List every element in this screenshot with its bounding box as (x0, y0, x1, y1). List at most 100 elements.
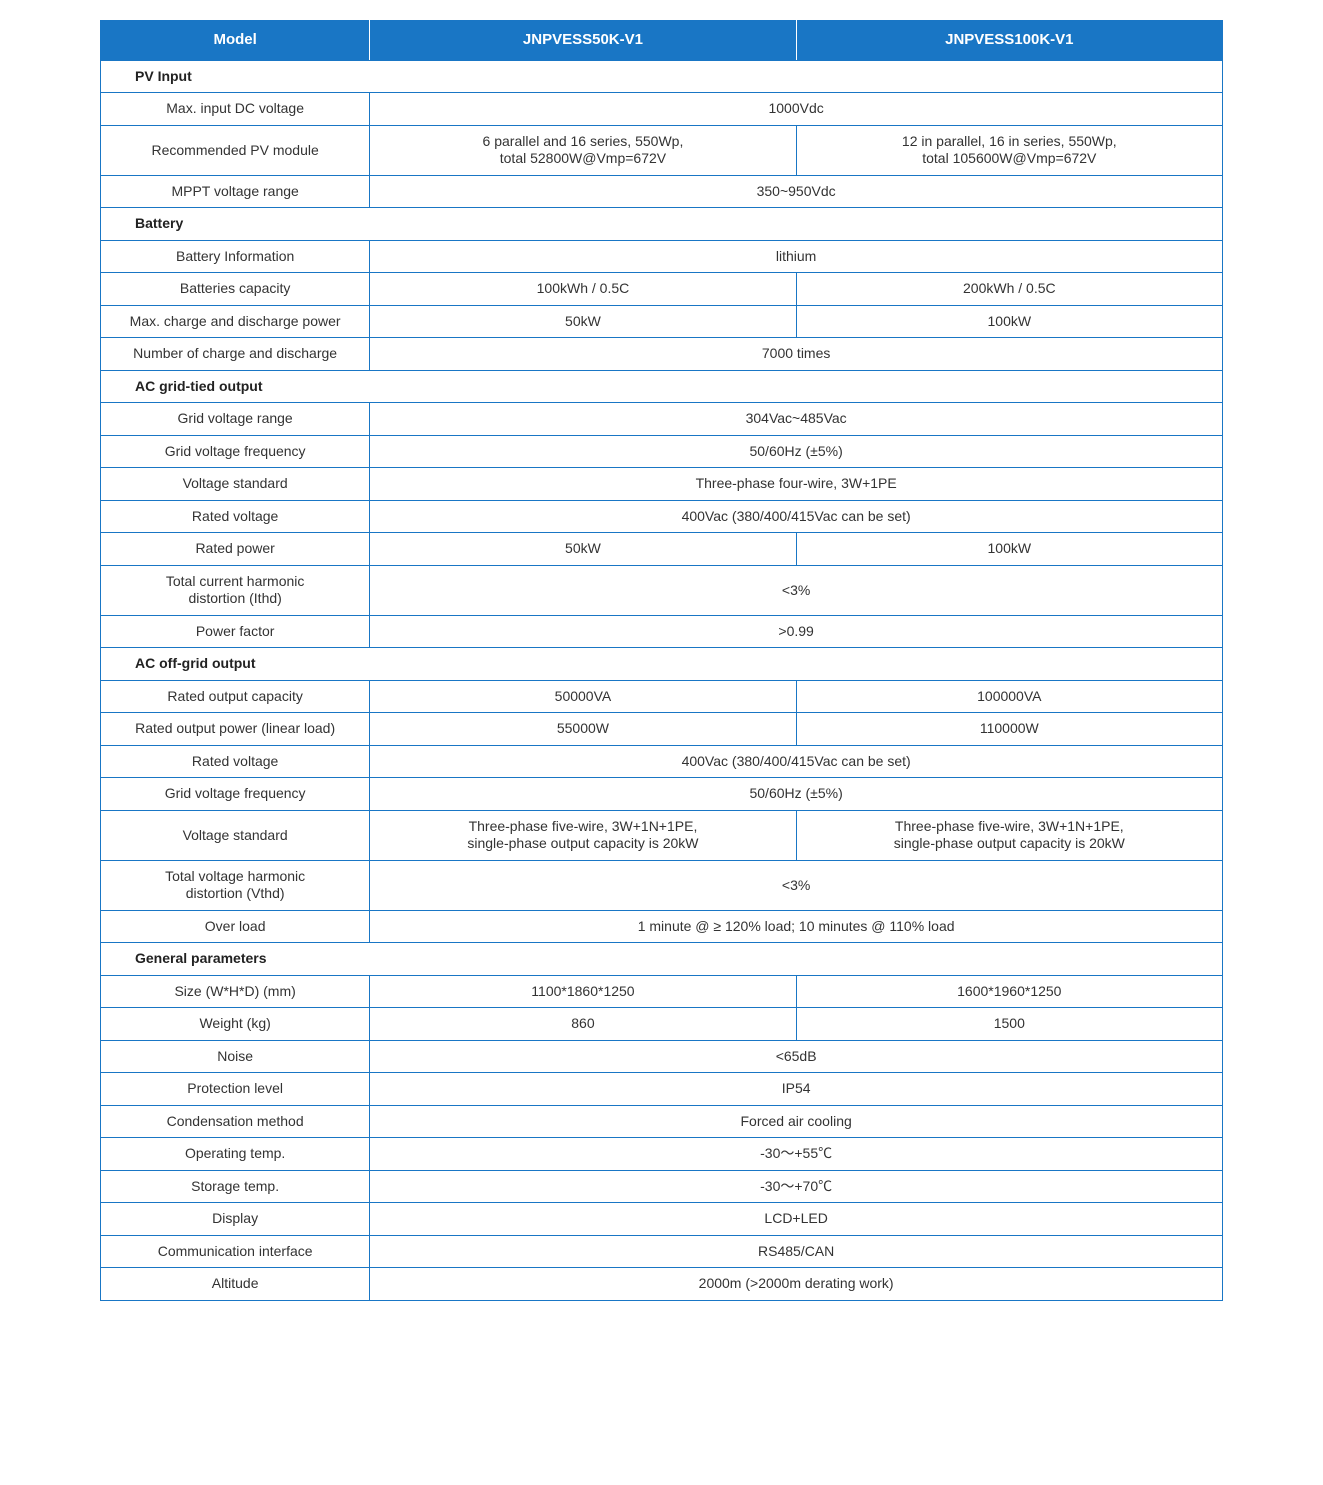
table-row: Rated power 50kW 100kW (101, 533, 1223, 566)
section-general: General parameters (101, 943, 1223, 976)
row-value: 304Vac~485Vac (370, 403, 1223, 436)
table-row: Total current harmonicdistortion (Ithd) … (101, 565, 1223, 615)
row-label: Battery Information (101, 240, 370, 273)
row-label: Operating temp. (101, 1138, 370, 1171)
row-value: 100000VA (796, 680, 1222, 713)
row-label: Size (W*H*D) (mm) (101, 975, 370, 1008)
table-row: Power factor >0.99 (101, 615, 1223, 648)
row-value: 100kW (796, 305, 1222, 338)
row-value: <65dB (370, 1040, 1223, 1073)
row-label: Rated output capacity (101, 680, 370, 713)
table-row: Recommended PV module 6 parallel and 16 … (101, 125, 1223, 175)
row-value: 1000Vdc (370, 93, 1223, 126)
row-label: Rated power (101, 533, 370, 566)
row-label: Grid voltage range (101, 403, 370, 436)
spec-table: Model JNPVESS50K-V1 JNPVESS100K-V1 PV In… (100, 20, 1223, 1301)
row-label: Power factor (101, 615, 370, 648)
row-value: 2000m (>2000m derating work) (370, 1268, 1223, 1301)
table-row: MPPT voltage range 350~950Vdc (101, 175, 1223, 208)
table-row: Total voltage harmonicdistortion (Vthd) … (101, 860, 1223, 910)
row-label: Altitude (101, 1268, 370, 1301)
row-value: <3% (370, 565, 1223, 615)
row-label: Protection level (101, 1073, 370, 1106)
header-model: Model (101, 21, 370, 61)
section-pv-input: PV Input (101, 60, 1223, 93)
row-value: Three-phase five-wire, 3W+1N+1PE,single-… (796, 810, 1222, 860)
row-value: 50kW (370, 533, 796, 566)
row-label: Batteries capacity (101, 273, 370, 306)
table-row: Storage temp. -30～+70℃ (101, 1170, 1223, 1203)
table-row: Rated voltage 400Vac (380/400/415Vac can… (101, 745, 1223, 778)
row-value: 6 parallel and 16 series, 550Wp,total 52… (370, 125, 796, 175)
table-row: Protection level IP54 (101, 1073, 1223, 1106)
table-row: Grid voltage range 304Vac~485Vac (101, 403, 1223, 436)
table-row: Batteries capacity 100kWh / 0.5C 200kWh … (101, 273, 1223, 306)
row-value: 50kW (370, 305, 796, 338)
row-label: Rated output power (linear load) (101, 713, 370, 746)
row-value: Three-phase five-wire, 3W+1N+1PE,single-… (370, 810, 796, 860)
row-label: Noise (101, 1040, 370, 1073)
row-label: Voltage standard (101, 810, 370, 860)
row-value: LCD+LED (370, 1203, 1223, 1236)
row-label: Display (101, 1203, 370, 1236)
row-value: 7000 times (370, 338, 1223, 371)
row-label: Weight (kg) (101, 1008, 370, 1041)
row-value: 400Vac (380/400/415Vac can be set) (370, 745, 1223, 778)
table-row: Grid voltage frequency 50/60Hz (±5%) (101, 435, 1223, 468)
header-col-2: JNPVESS100K-V1 (796, 21, 1222, 61)
row-value: 350~950Vdc (370, 175, 1223, 208)
table-row: Operating temp. -30～+55℃ (101, 1138, 1223, 1171)
table-row: Condensation method Forced air cooling (101, 1105, 1223, 1138)
table-row: Voltage standard Three-phase five-wire, … (101, 810, 1223, 860)
row-label: Communication interface (101, 1235, 370, 1268)
table-row: Rated output capacity 50000VA 100000VA (101, 680, 1223, 713)
row-label: Number of charge and discharge (101, 338, 370, 371)
row-label: Rated voltage (101, 500, 370, 533)
table-row: Max. charge and discharge power 50kW 100… (101, 305, 1223, 338)
section-grid-output: AC grid-tied output (101, 370, 1223, 403)
row-value: 12 in parallel, 16 in series, 550Wp,tota… (796, 125, 1222, 175)
table-row: Rated output power (linear load) 55000W … (101, 713, 1223, 746)
row-value: -30～+70℃ (370, 1170, 1223, 1203)
row-value: 860 (370, 1008, 796, 1041)
row-value: RS485/CAN (370, 1235, 1223, 1268)
row-label: Grid voltage frequency (101, 778, 370, 811)
row-label: MPPT voltage range (101, 175, 370, 208)
row-label: Storage temp. (101, 1170, 370, 1203)
row-label: Max. charge and discharge power (101, 305, 370, 338)
row-value: 100kW (796, 533, 1222, 566)
table-row: Battery Information lithium (101, 240, 1223, 273)
section-offgrid-output: AC off-grid output (101, 648, 1223, 681)
table-row: Display LCD+LED (101, 1203, 1223, 1236)
row-label: Grid voltage frequency (101, 435, 370, 468)
table-row: Communication interface RS485/CAN (101, 1235, 1223, 1268)
row-value: 400Vac (380/400/415Vac can be set) (370, 500, 1223, 533)
section-battery: Battery (101, 208, 1223, 241)
row-value: 1500 (796, 1008, 1222, 1041)
row-value: 110000W (796, 713, 1222, 746)
row-label: Rated voltage (101, 745, 370, 778)
row-value: 50/60Hz (±5%) (370, 435, 1223, 468)
table-row: Altitude 2000m (>2000m derating work) (101, 1268, 1223, 1301)
row-label: Over load (101, 910, 370, 943)
table-row: Number of charge and discharge 7000 time… (101, 338, 1223, 371)
row-value: IP54 (370, 1073, 1223, 1106)
row-label: Max. input DC voltage (101, 93, 370, 126)
row-value: lithium (370, 240, 1223, 273)
row-value: 50/60Hz (±5%) (370, 778, 1223, 811)
table-row: Size (W*H*D) (mm) 1100*1860*1250 1600*19… (101, 975, 1223, 1008)
row-value: 100kWh / 0.5C (370, 273, 796, 306)
table-row: Grid voltage frequency 50/60Hz (±5%) (101, 778, 1223, 811)
table-row: Over load 1 minute @ ≥ 120% load; 10 min… (101, 910, 1223, 943)
row-value: >0.99 (370, 615, 1223, 648)
row-label: Total current harmonicdistortion (Ithd) (101, 565, 370, 615)
row-value: 55000W (370, 713, 796, 746)
table-header-row: Model JNPVESS50K-V1 JNPVESS100K-V1 (101, 21, 1223, 61)
row-value: -30～+55℃ (370, 1138, 1223, 1171)
row-label: Condensation method (101, 1105, 370, 1138)
row-value: 1 minute @ ≥ 120% load; 10 minutes @ 110… (370, 910, 1223, 943)
header-col-1: JNPVESS50K-V1 (370, 21, 796, 61)
row-value: 1100*1860*1250 (370, 975, 796, 1008)
table-row: Weight (kg) 860 1500 (101, 1008, 1223, 1041)
table-row: Voltage standard Three-phase four-wire, … (101, 468, 1223, 501)
